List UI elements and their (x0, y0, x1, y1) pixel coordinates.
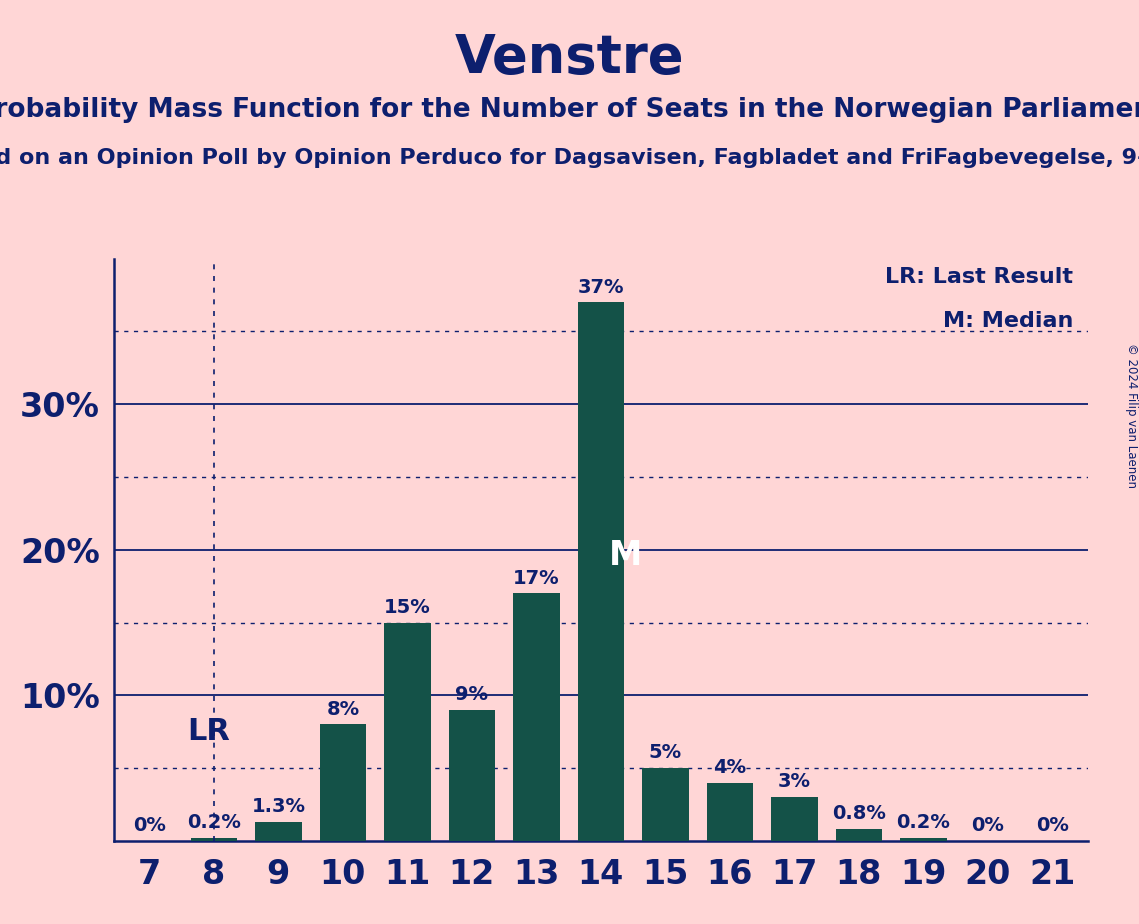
Text: 0.2%: 0.2% (187, 813, 240, 833)
Text: 4%: 4% (713, 758, 746, 777)
Bar (255, 822, 302, 841)
Text: Probability Mass Function for the Number of Seats in the Norwegian Parliament: Probability Mass Function for the Number… (0, 97, 1139, 123)
Text: 37%: 37% (577, 277, 624, 297)
Text: LR: Last Result: LR: Last Result (885, 267, 1073, 287)
Bar (449, 710, 495, 841)
Text: 17%: 17% (513, 568, 559, 588)
Bar (513, 593, 559, 841)
Bar (900, 838, 947, 841)
Text: 0%: 0% (972, 816, 1005, 835)
Text: Based on an Opinion Poll by Opinion Perduco for Dagsavisen, Fagbladet and FriFag: Based on an Opinion Poll by Opinion Perd… (0, 148, 1139, 168)
Text: © 2024 Filip van Laenen: © 2024 Filip van Laenen (1124, 344, 1138, 488)
Text: 9%: 9% (456, 685, 489, 704)
Bar (771, 797, 818, 841)
Text: 0.8%: 0.8% (831, 805, 886, 823)
Bar (577, 302, 624, 841)
Text: 15%: 15% (384, 598, 431, 616)
Bar (642, 768, 689, 841)
Text: 5%: 5% (649, 743, 682, 762)
Text: 1.3%: 1.3% (252, 797, 305, 816)
Bar (836, 829, 882, 841)
Bar (384, 623, 431, 841)
Text: 0%: 0% (133, 816, 166, 835)
Bar (320, 724, 366, 841)
Text: Venstre: Venstre (454, 32, 685, 84)
Text: 3%: 3% (778, 772, 811, 791)
Text: M: Median: M: Median (943, 311, 1073, 331)
Text: LR: LR (187, 717, 230, 747)
Text: M: M (608, 539, 642, 572)
Text: 0.2%: 0.2% (896, 813, 950, 833)
Text: 0%: 0% (1035, 816, 1068, 835)
Bar (190, 838, 237, 841)
Text: 8%: 8% (326, 699, 360, 719)
Bar (706, 783, 753, 841)
